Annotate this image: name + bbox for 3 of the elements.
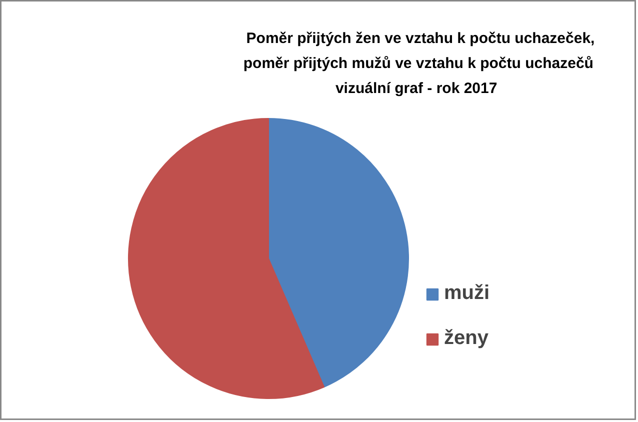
legend-label: ženy	[444, 327, 488, 350]
chart-title: Poměr přijtých žen ve vztahu k počtu uchazeček, poměr přijtých mužů ve vztahu k počtu uchazečů vizuální graf - rok 2017	[243, 30, 595, 97]
legend-label: muži	[444, 282, 490, 305]
